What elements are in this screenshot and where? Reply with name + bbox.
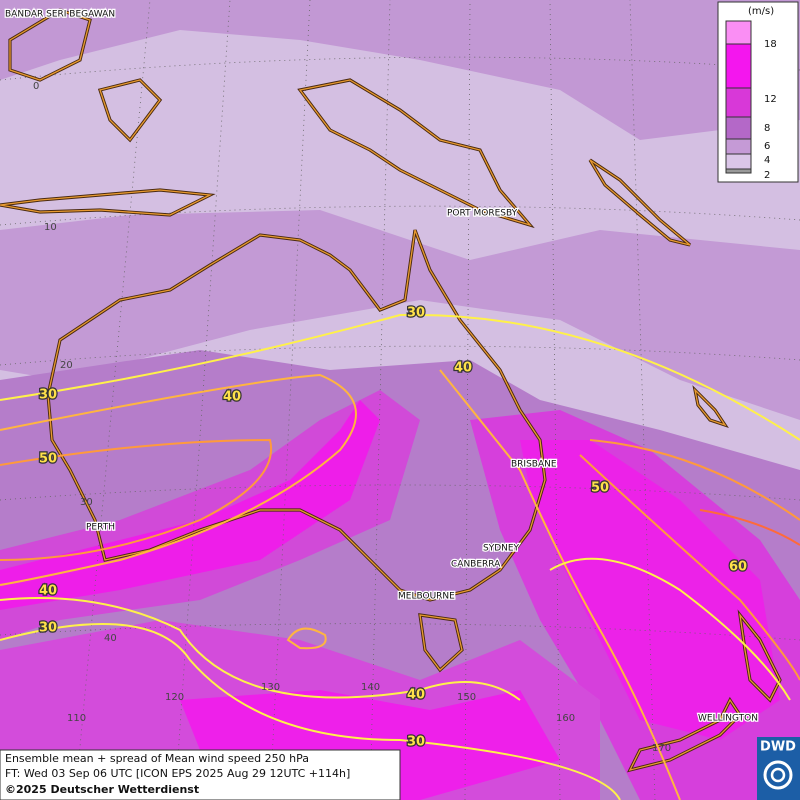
contour-label: 40 [454, 361, 472, 376]
city-label: MELBOURNE [398, 592, 455, 602]
coastlines [0, 8, 782, 773]
city-label: PERTH [86, 523, 115, 533]
city-label: WELLINGTON [698, 714, 758, 724]
city-label: BRISBANE [511, 460, 557, 470]
footer-copyright: ©2025 Deutscher Wetterdienst [5, 783, 199, 796]
graticule-label: 160 [556, 713, 575, 724]
city-label: PORT MORESBY [447, 209, 518, 219]
contour-label: 50 [591, 481, 609, 496]
legend-swatch [725, 87, 752, 118]
graticule-label: 150 [457, 692, 476, 703]
contour-label: 40 [39, 584, 57, 599]
legend-swatch [725, 116, 752, 140]
graticule-label: 170 [652, 743, 671, 754]
legend-label: 6 [764, 141, 770, 152]
graticule-label: 40 [104, 633, 117, 644]
legend-label: 4 [764, 155, 770, 166]
legend-label: 2 [764, 170, 770, 181]
logo-swirl [763, 760, 793, 790]
contour-label: 30 [407, 735, 425, 750]
footer-time: FT: Wed 03 Sep 06 UTC [ICON EPS 2025 Aug… [5, 767, 350, 780]
contour-label: 40 [223, 390, 241, 405]
graticule-label: 0 [33, 81, 39, 92]
contour-label: 60 [729, 560, 747, 575]
graticule-label: 20 [60, 360, 73, 371]
contour-label: 30 [407, 306, 425, 321]
graticule-label: 110 [67, 713, 86, 724]
legend-unit: (m/s) [748, 6, 774, 17]
contour-label: 30 [39, 621, 57, 636]
legend-swatch [725, 43, 752, 89]
graticule-label: 130 [261, 682, 280, 693]
footer-box [0, 749, 401, 800]
legend-label: 8 [764, 123, 770, 134]
legend: (m/s) 18 12 8 6 4 2 [717, 1, 799, 183]
graticule-label: 140 [361, 682, 380, 693]
graticule-label: 10 [44, 222, 57, 233]
legend-swatch [725, 138, 752, 155]
graticule-label: 30 [80, 497, 93, 508]
contour-label: 50 [39, 452, 57, 467]
contour-label: 30 [39, 388, 57, 403]
logo-text: DWD [760, 740, 796, 755]
footer-title: Ensemble mean + spread of Mean wind spee… [5, 752, 309, 765]
labels: BANDAR SERI BEGAWAN PORT MORESBY BRISBANE P… [4, 8, 759, 754]
contour-label: 40 [407, 688, 425, 703]
legend-label: 12 [764, 94, 777, 105]
city-label: BANDAR SERI BEGAWAN [5, 10, 115, 20]
city-label: SYDNEY [483, 544, 520, 554]
city-label: CANBERRA [451, 560, 501, 570]
legend-swatch [725, 168, 752, 174]
logo-swirl [770, 767, 786, 783]
contours [0, 313, 800, 800]
legend-swatch [725, 153, 752, 170]
legend-label: 18 [764, 39, 777, 50]
graticule-label: 120 [165, 692, 184, 703]
legend-swatch [725, 20, 752, 45]
